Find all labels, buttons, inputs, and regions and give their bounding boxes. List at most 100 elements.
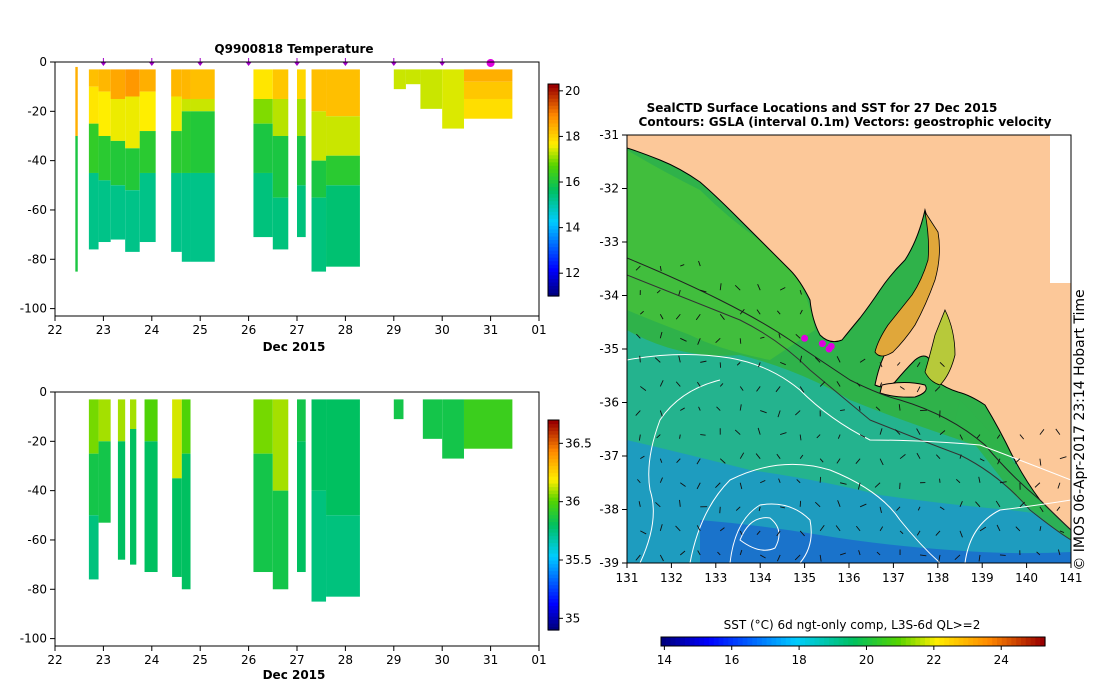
- sst-colorbar-step: [709, 637, 715, 646]
- profile-cell: [125, 96, 140, 149]
- sst-colorbar-step: [843, 637, 849, 646]
- bathymetry-contour: [627, 257, 1071, 531]
- sst-colorbar-step: [742, 637, 748, 646]
- temperature-profiles: [75, 66, 513, 272]
- velocity-vector: [697, 550, 701, 556]
- gsla-contour: [739, 517, 780, 551]
- sst-map-area: [627, 135, 1071, 563]
- sst-colorbar-step: [848, 637, 854, 646]
- colorbar-step: [548, 514, 559, 519]
- colorbar-step: [548, 455, 559, 460]
- sst-colorbar-step: [877, 637, 883, 646]
- velocity-vector: [919, 554, 927, 557]
- velocity-vector: [695, 313, 701, 321]
- colorbar-step: [548, 239, 559, 244]
- profile-cell: [297, 69, 306, 99]
- profile-cell: [75, 135, 78, 272]
- colorbar-step: [548, 193, 559, 198]
- sst-colorbar-tick-label: 24: [994, 653, 1009, 667]
- sst-colorbar-step: [968, 637, 974, 646]
- velocity-vector: [716, 406, 721, 411]
- x-tick-label: 23: [96, 653, 111, 667]
- colorbar-step: [548, 619, 559, 624]
- velocity-vector: [1014, 458, 1021, 464]
- velocity-vector: [778, 333, 781, 339]
- profile-cell: [463, 69, 513, 82]
- x-tick-label: 26: [241, 323, 256, 337]
- profile-cell: [110, 140, 126, 186]
- colorbar-step: [548, 168, 559, 173]
- gsla-contour: [639, 379, 721, 563]
- sst-colorbar-step: [992, 637, 998, 646]
- velocity-vector: [679, 550, 686, 556]
- profile-cell: [422, 399, 443, 439]
- colorbar-tick-label: 35.5: [565, 553, 592, 567]
- y-tick-label: -40: [27, 484, 47, 498]
- velocity-vector: [996, 434, 1001, 439]
- profile-cell: [190, 111, 215, 173]
- sst-colorbar-step: [670, 637, 676, 646]
- profile-cell: [88, 515, 99, 580]
- gsla-contour: [729, 503, 812, 563]
- velocity-vector: [840, 482, 847, 485]
- velocity-vector: [875, 406, 881, 411]
- profile-cell: [272, 135, 289, 198]
- colorbar-step: [548, 235, 559, 241]
- velocity-vector: [739, 386, 744, 391]
- velocity-vector: [1019, 434, 1025, 440]
- x-tick-label: 28: [338, 653, 353, 667]
- profile-cell: [253, 453, 273, 573]
- colorbar-step: [548, 444, 559, 449]
- colorbar-step: [548, 91, 559, 96]
- velocity-vector: [675, 381, 681, 387]
- profile-cell: [171, 131, 182, 173]
- sst-colorbar-step: [785, 637, 792, 646]
- velocity-vector: [719, 383, 724, 387]
- velocity-vector: [819, 458, 824, 463]
- y-tick-label: -100: [20, 302, 47, 316]
- colorbar-step: [548, 574, 559, 579]
- velocity-vector: [836, 381, 841, 387]
- velocity-vector: [1057, 549, 1061, 556]
- velocity-vector: [659, 554, 664, 562]
- x-tick-label: 24: [144, 323, 159, 337]
- velocity-vector: [835, 525, 841, 532]
- colorbar-step: [548, 546, 559, 551]
- colorbar-step: [548, 285, 559, 290]
- colorbar-step: [548, 144, 559, 149]
- colorbar-step: [548, 584, 559, 589]
- sst-colorbar-step: [733, 637, 739, 646]
- velocity-vector: [1059, 456, 1067, 460]
- velocity-vector: [715, 482, 721, 489]
- velocity-vector: [678, 355, 681, 363]
- velocity-vector: [836, 458, 841, 464]
- sst-colorbar-step: [752, 637, 758, 646]
- colorbar-step: [548, 626, 559, 631]
- profile-cell: [125, 190, 140, 252]
- velocity-vector: [840, 409, 845, 411]
- profile-marker: [245, 62, 252, 66]
- colorbar-step: [548, 511, 559, 516]
- velocity-vector: [1015, 526, 1021, 532]
- profile-cell: [442, 69, 464, 129]
- x-tick-label: 01: [531, 323, 546, 337]
- colorbar-step: [548, 430, 559, 435]
- colorbar-step: [548, 612, 559, 617]
- colorbar-tick-label: 35: [565, 611, 580, 625]
- colorbar-step: [548, 441, 559, 446]
- colorbar-step: [548, 105, 559, 110]
- velocity-vector: [675, 313, 681, 320]
- colorbar-step: [548, 556, 559, 561]
- sst-colorbar-step: [838, 637, 844, 646]
- velocity-vector: [816, 434, 821, 439]
- colorbar-frame: [547, 83, 560, 297]
- colorbar-step: [548, 94, 559, 99]
- sst-colorbar-step: [891, 637, 897, 646]
- colorbar-step: [548, 182, 559, 188]
- velocity-vector: [736, 362, 741, 366]
- velocity-vector: [799, 434, 802, 441]
- colorbar-step: [548, 581, 559, 586]
- colorbar-step: [548, 161, 559, 166]
- colorbar-step: [548, 87, 559, 92]
- velocity-vector: [739, 530, 743, 535]
